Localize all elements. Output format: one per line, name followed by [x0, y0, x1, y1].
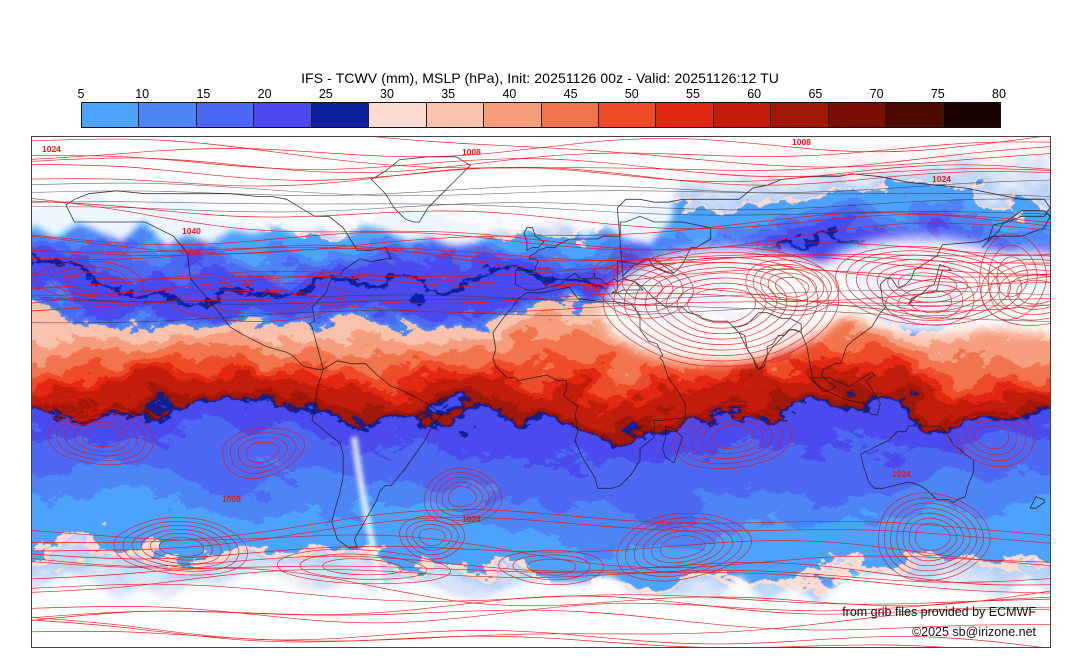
svg-text:1024: 1024 — [892, 469, 911, 479]
svg-text:1008: 1008 — [792, 137, 811, 147]
svg-text:1008: 1008 — [582, 284, 601, 294]
svg-text:1040: 1040 — [182, 226, 201, 236]
svg-text:1024: 1024 — [462, 514, 481, 524]
svg-text:1024: 1024 — [42, 144, 61, 154]
svg-text:1008: 1008 — [462, 147, 481, 157]
svg-text:1024: 1024 — [932, 174, 951, 184]
svg-text:1008: 1008 — [222, 494, 241, 504]
